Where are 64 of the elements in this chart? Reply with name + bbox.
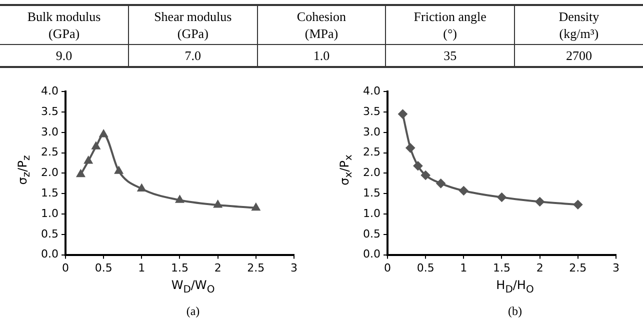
point bbox=[84, 156, 92, 164]
text: 2700 bbox=[566, 48, 592, 63]
y-tick-label: 2.5 bbox=[40, 146, 58, 159]
x-tick-label: 2 bbox=[536, 261, 544, 274]
point bbox=[176, 196, 184, 203]
text: 35 bbox=[444, 48, 457, 63]
point bbox=[535, 197, 544, 206]
x-tick-label: 0.5 bbox=[416, 261, 434, 274]
x-tick-label: 3 bbox=[612, 261, 620, 274]
x-tick-label: 0.5 bbox=[94, 261, 112, 274]
text: 9.0 bbox=[56, 48, 72, 63]
point bbox=[421, 170, 430, 180]
y-tick-label: 2.0 bbox=[40, 166, 58, 180]
point bbox=[497, 192, 506, 202]
point bbox=[413, 161, 422, 170]
x-tick-label: 0 bbox=[384, 261, 391, 274]
point bbox=[252, 203, 260, 211]
text: 1.0 bbox=[313, 48, 330, 63]
text: (b) bbox=[508, 304, 522, 319]
y-tick-label: 0.5 bbox=[40, 227, 58, 240]
y-tick-label: 1.0 bbox=[362, 206, 380, 220]
point bbox=[406, 143, 415, 152]
y-tick-label: 1.5 bbox=[362, 186, 380, 200]
point bbox=[398, 110, 408, 119]
y-tick-label: 2.5 bbox=[362, 146, 380, 159]
x-tick-label: 1 bbox=[460, 261, 468, 274]
x-tick-label: 1 bbox=[138, 261, 146, 274]
y-tick-label: 4.0 bbox=[362, 84, 380, 98]
y-tick-label: 1.0 bbox=[40, 206, 58, 220]
point bbox=[114, 166, 123, 174]
category-label: Bulk modulus (GPa) bbox=[0, 5, 129, 44]
point bbox=[459, 186, 468, 196]
y-tick-label: 3.0 bbox=[362, 125, 380, 138]
y-tick-label: 1.5 bbox=[40, 186, 58, 200]
point bbox=[138, 184, 146, 192]
category-label: Shear modulus (GPa) bbox=[128, 5, 258, 44]
text: 7.0 bbox=[184, 48, 202, 63]
y-tick-label: 0.0 bbox=[362, 248, 380, 261]
point bbox=[573, 200, 582, 210]
category-label: Cohesion (MPa) bbox=[257, 5, 386, 44]
y-tick-label: 3.5 bbox=[40, 104, 58, 118]
x-tick-label: 0 bbox=[62, 261, 69, 274]
x-tick-label: 1.5 bbox=[170, 261, 188, 274]
point bbox=[214, 200, 222, 208]
category-label: Density (kg/m³) bbox=[514, 5, 643, 44]
y-tick-label: 3.0 bbox=[40, 125, 58, 138]
point bbox=[92, 142, 100, 150]
x-tick-label: 2.5 bbox=[569, 261, 587, 274]
y-tick-label: 0.5 bbox=[362, 227, 380, 240]
x-tick-label: 1.5 bbox=[492, 261, 510, 274]
y-tick-label: 4.0 bbox=[40, 84, 58, 98]
x-axis-title: H$_{D}$/H$_{O}$ bbox=[496, 278, 534, 296]
category-label: Friction angle (°) bbox=[386, 5, 514, 44]
x-axis-title: W$_{D}$/W$_{O}$ bbox=[171, 278, 215, 296]
text: (a) bbox=[186, 304, 200, 319]
point bbox=[100, 130, 108, 138]
x-tick-label: 2 bbox=[214, 261, 222, 274]
y-tick-label: 2.0 bbox=[362, 166, 380, 180]
point bbox=[436, 178, 446, 188]
x-tick-label: 2.5 bbox=[247, 261, 265, 274]
x-tick-label: 3 bbox=[290, 261, 298, 274]
y-tick-label: 0.0 bbox=[40, 248, 58, 261]
y-tick-label: 3.5 bbox=[362, 104, 380, 118]
point bbox=[76, 170, 85, 178]
